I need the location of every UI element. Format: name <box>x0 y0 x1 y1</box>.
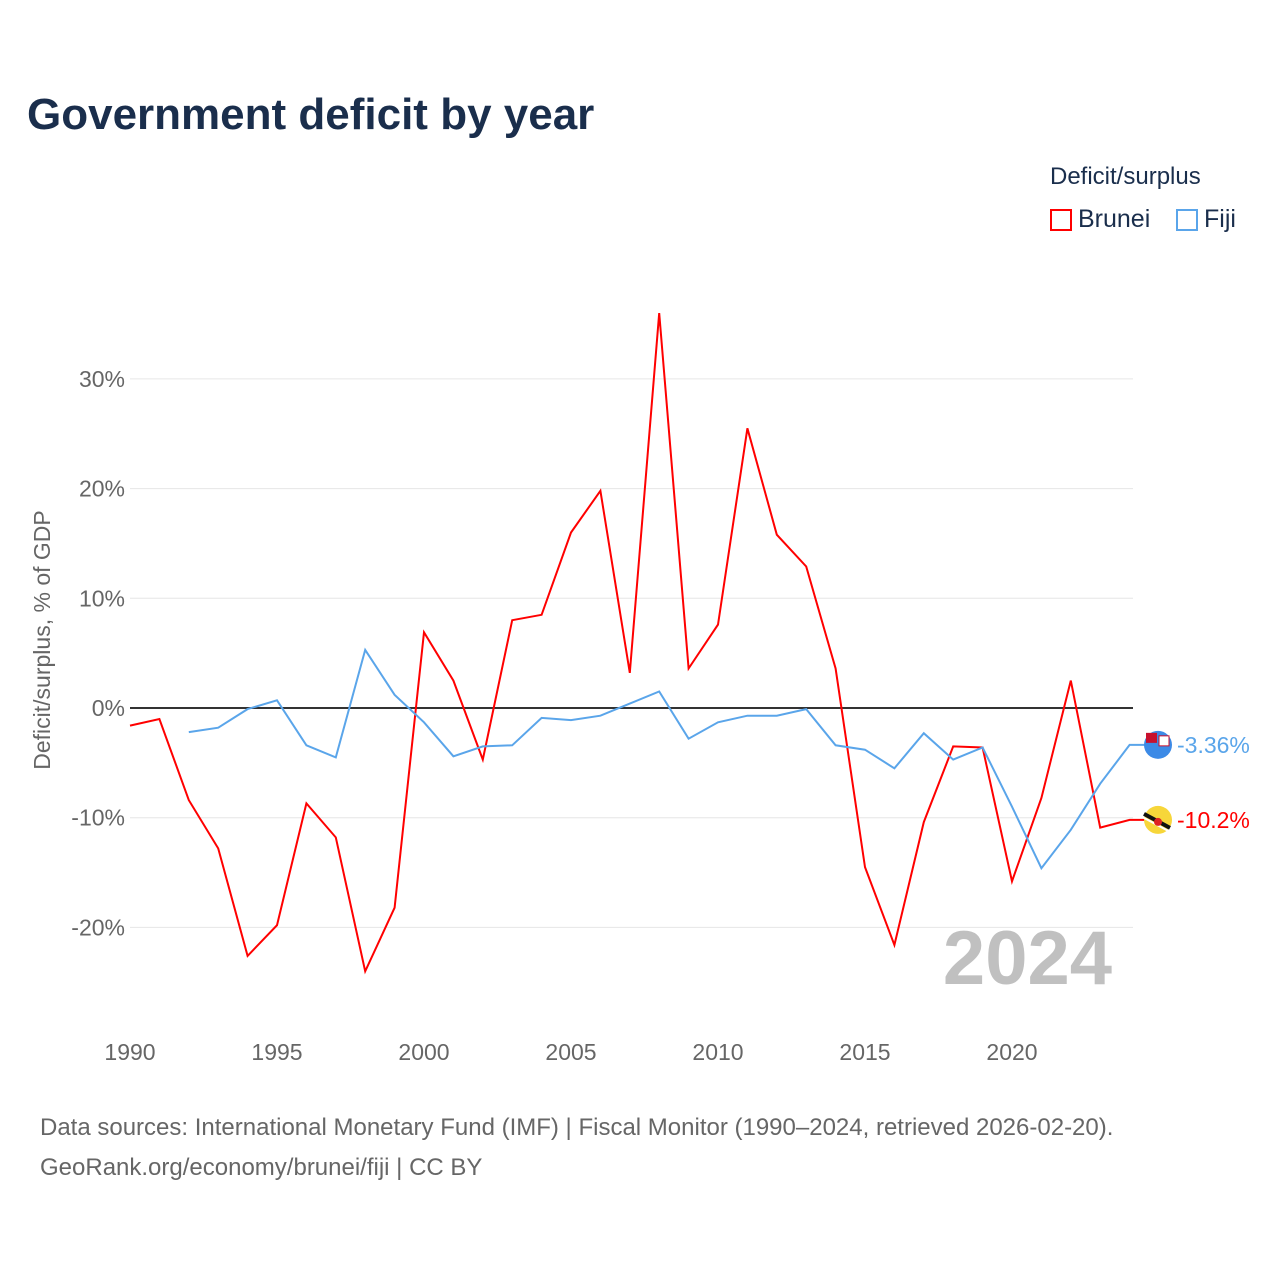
x-tick-label: 2000 <box>398 1039 449 1065</box>
legend-title: Deficit/surplus <box>1050 163 1201 190</box>
legend-item-fiji[interactable]: Fiji <box>1176 205 1236 234</box>
y-axis-label: Deficit/surplus, % of GDP <box>29 510 55 769</box>
y-tick-label: -20% <box>71 914 125 940</box>
year-watermark: 2024 <box>943 916 1112 1001</box>
x-tick-label: 2010 <box>692 1039 743 1065</box>
legend-item-brunei[interactable]: Brunei <box>1050 205 1150 234</box>
brunei-flag-icon <box>1143 805 1172 834</box>
legend-label: Brunei <box>1078 205 1151 233</box>
x-tick-label: 1995 <box>251 1039 302 1065</box>
x-tick-label: 2015 <box>839 1039 890 1065</box>
x-tick-label: 2020 <box>986 1039 1037 1065</box>
end-value-label: -10.2% <box>1177 807 1250 833</box>
series-line-brunei <box>129 313 1150 975</box>
x-tick-label: 1990 <box>104 1039 155 1065</box>
y-tick-label: -10% <box>71 805 125 831</box>
fiji-flag-icon <box>1144 730 1172 759</box>
legend-swatch <box>1050 208 1072 231</box>
series-line-fiji <box>188 647 1150 871</box>
end-value-label: -3.36% <box>1177 732 1250 758</box>
y-tick-label: 20% <box>79 476 125 502</box>
chart-title: Government deficit by year <box>27 90 595 139</box>
legend-swatch <box>1176 208 1198 231</box>
legend-label: Fiji <box>1204 205 1236 233</box>
y-tick-label: 30% <box>79 366 125 392</box>
y-tick-label: 10% <box>79 585 125 611</box>
x-tick-label: 2005 <box>545 1039 596 1065</box>
y-tick-label: 0% <box>92 695 125 721</box>
source-link[interactable]: GeoRank.org/economy/brunei/fiji | CC BY <box>40 1154 483 1181</box>
data-sources: Data sources: International Monetary Fun… <box>40 1114 1114 1141</box>
footer: Data sources: International Monetary Fun… <box>40 1108 1113 1188</box>
